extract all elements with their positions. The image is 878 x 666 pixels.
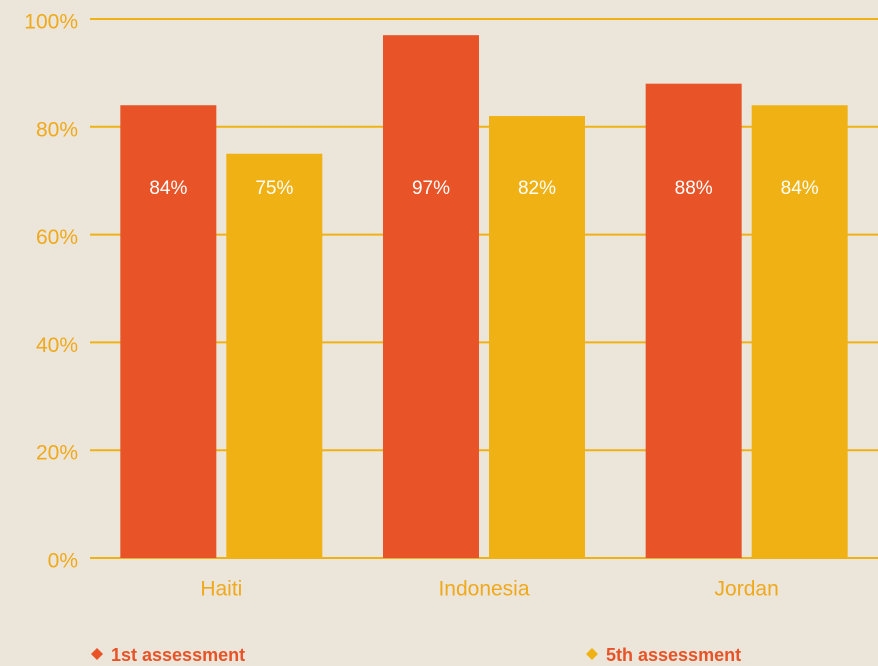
value-label: 84% <box>781 178 819 199</box>
bar <box>383 35 479 559</box>
y-tick-label: 80% <box>36 118 78 141</box>
bar <box>751 105 848 559</box>
y-tick-label: 20% <box>36 442 78 465</box>
legend-marker <box>586 648 598 660</box>
bar <box>489 116 585 559</box>
x-tick-label: Indonesia <box>438 578 529 601</box>
value-label: 75% <box>255 178 293 199</box>
bar <box>120 105 217 559</box>
y-tick-label: 0% <box>48 550 78 573</box>
legend-label: 1st assessment <box>111 645 245 665</box>
bar <box>226 153 323 558</box>
bar <box>645 83 742 559</box>
x-tick-label: Jordan <box>715 578 779 601</box>
legend-label: 5th assessment <box>606 645 741 665</box>
x-tick-label: Haiti <box>200 578 242 601</box>
value-label: 88% <box>675 178 713 199</box>
y-tick-label: 60% <box>36 226 78 249</box>
y-tick-label: 100% <box>24 11 78 34</box>
value-label: 97% <box>412 178 450 199</box>
value-label: 84% <box>149 178 187 199</box>
y-tick-label: 40% <box>36 334 78 357</box>
legend-marker <box>91 648 103 660</box>
value-label: 82% <box>518 178 556 199</box>
